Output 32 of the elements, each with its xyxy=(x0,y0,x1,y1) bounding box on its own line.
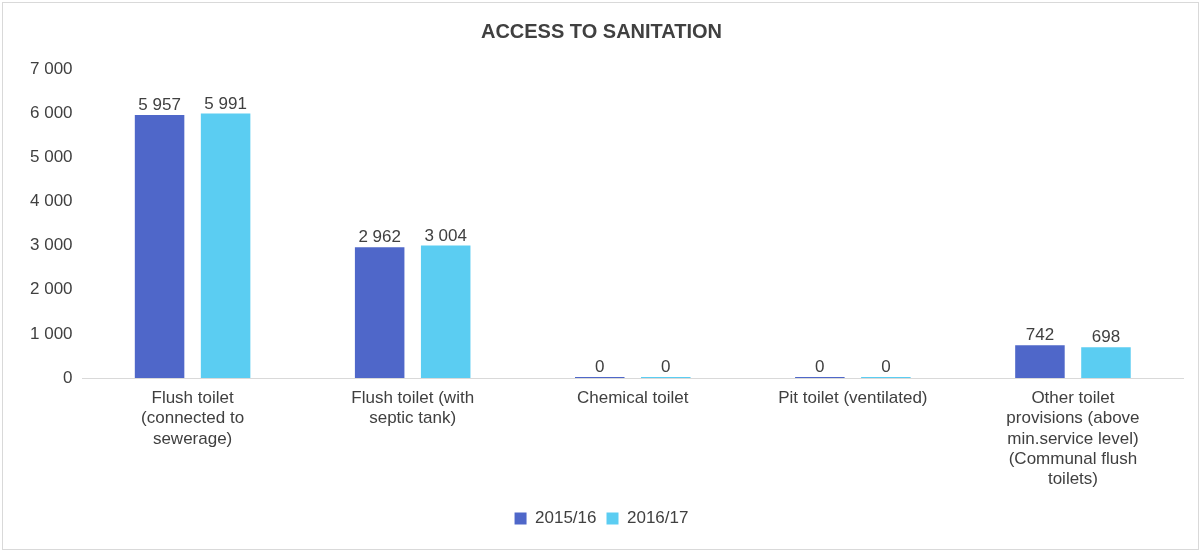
y-tick-label: 7 000 xyxy=(29,58,73,78)
bar xyxy=(200,113,251,378)
y-tick-label: 3 000 xyxy=(29,235,73,255)
y-tick-label: 1 000 xyxy=(29,323,73,343)
bar xyxy=(354,247,405,378)
bar xyxy=(1015,345,1065,378)
x-tick-label: Chemical toilet xyxy=(577,387,689,407)
legend-label: 2015/16 xyxy=(535,508,597,528)
data-label: 698 xyxy=(1091,327,1121,347)
data-label: 5 957 xyxy=(138,95,181,115)
x-tick-label: Other toilet provisions (above min.service level) (Communal flush toilets) xyxy=(1006,387,1140,489)
x-tick-label: Flush toilet (with septic tank) xyxy=(351,387,475,428)
data-label: 3 004 xyxy=(424,225,467,245)
x-tick-label: Flush toilet (connected to sewerage) xyxy=(141,387,245,448)
y-tick-label: 2 000 xyxy=(29,279,73,299)
chart-title: ACCESS TO SANITATION xyxy=(480,19,723,42)
bar xyxy=(1081,347,1131,378)
bar xyxy=(134,115,185,378)
data-label: 0 xyxy=(815,357,825,377)
bar xyxy=(420,245,471,378)
y-tick-label: 4 000 xyxy=(29,191,73,211)
data-label: 742 xyxy=(1025,325,1055,345)
data-label: 2 962 xyxy=(358,227,401,247)
data-label: 0 xyxy=(661,357,671,377)
x-tick-label: Pit toilet (ventilated) xyxy=(778,387,928,407)
data-label: 0 xyxy=(881,357,891,377)
data-label: 0 xyxy=(595,357,605,377)
data-label: 5 991 xyxy=(204,93,247,113)
y-tick-label: 6 000 xyxy=(29,102,73,122)
legend-label: 2016/17 xyxy=(627,508,689,528)
y-tick-label: 0 xyxy=(63,367,73,387)
y-tick-label: 5 000 xyxy=(29,146,73,166)
